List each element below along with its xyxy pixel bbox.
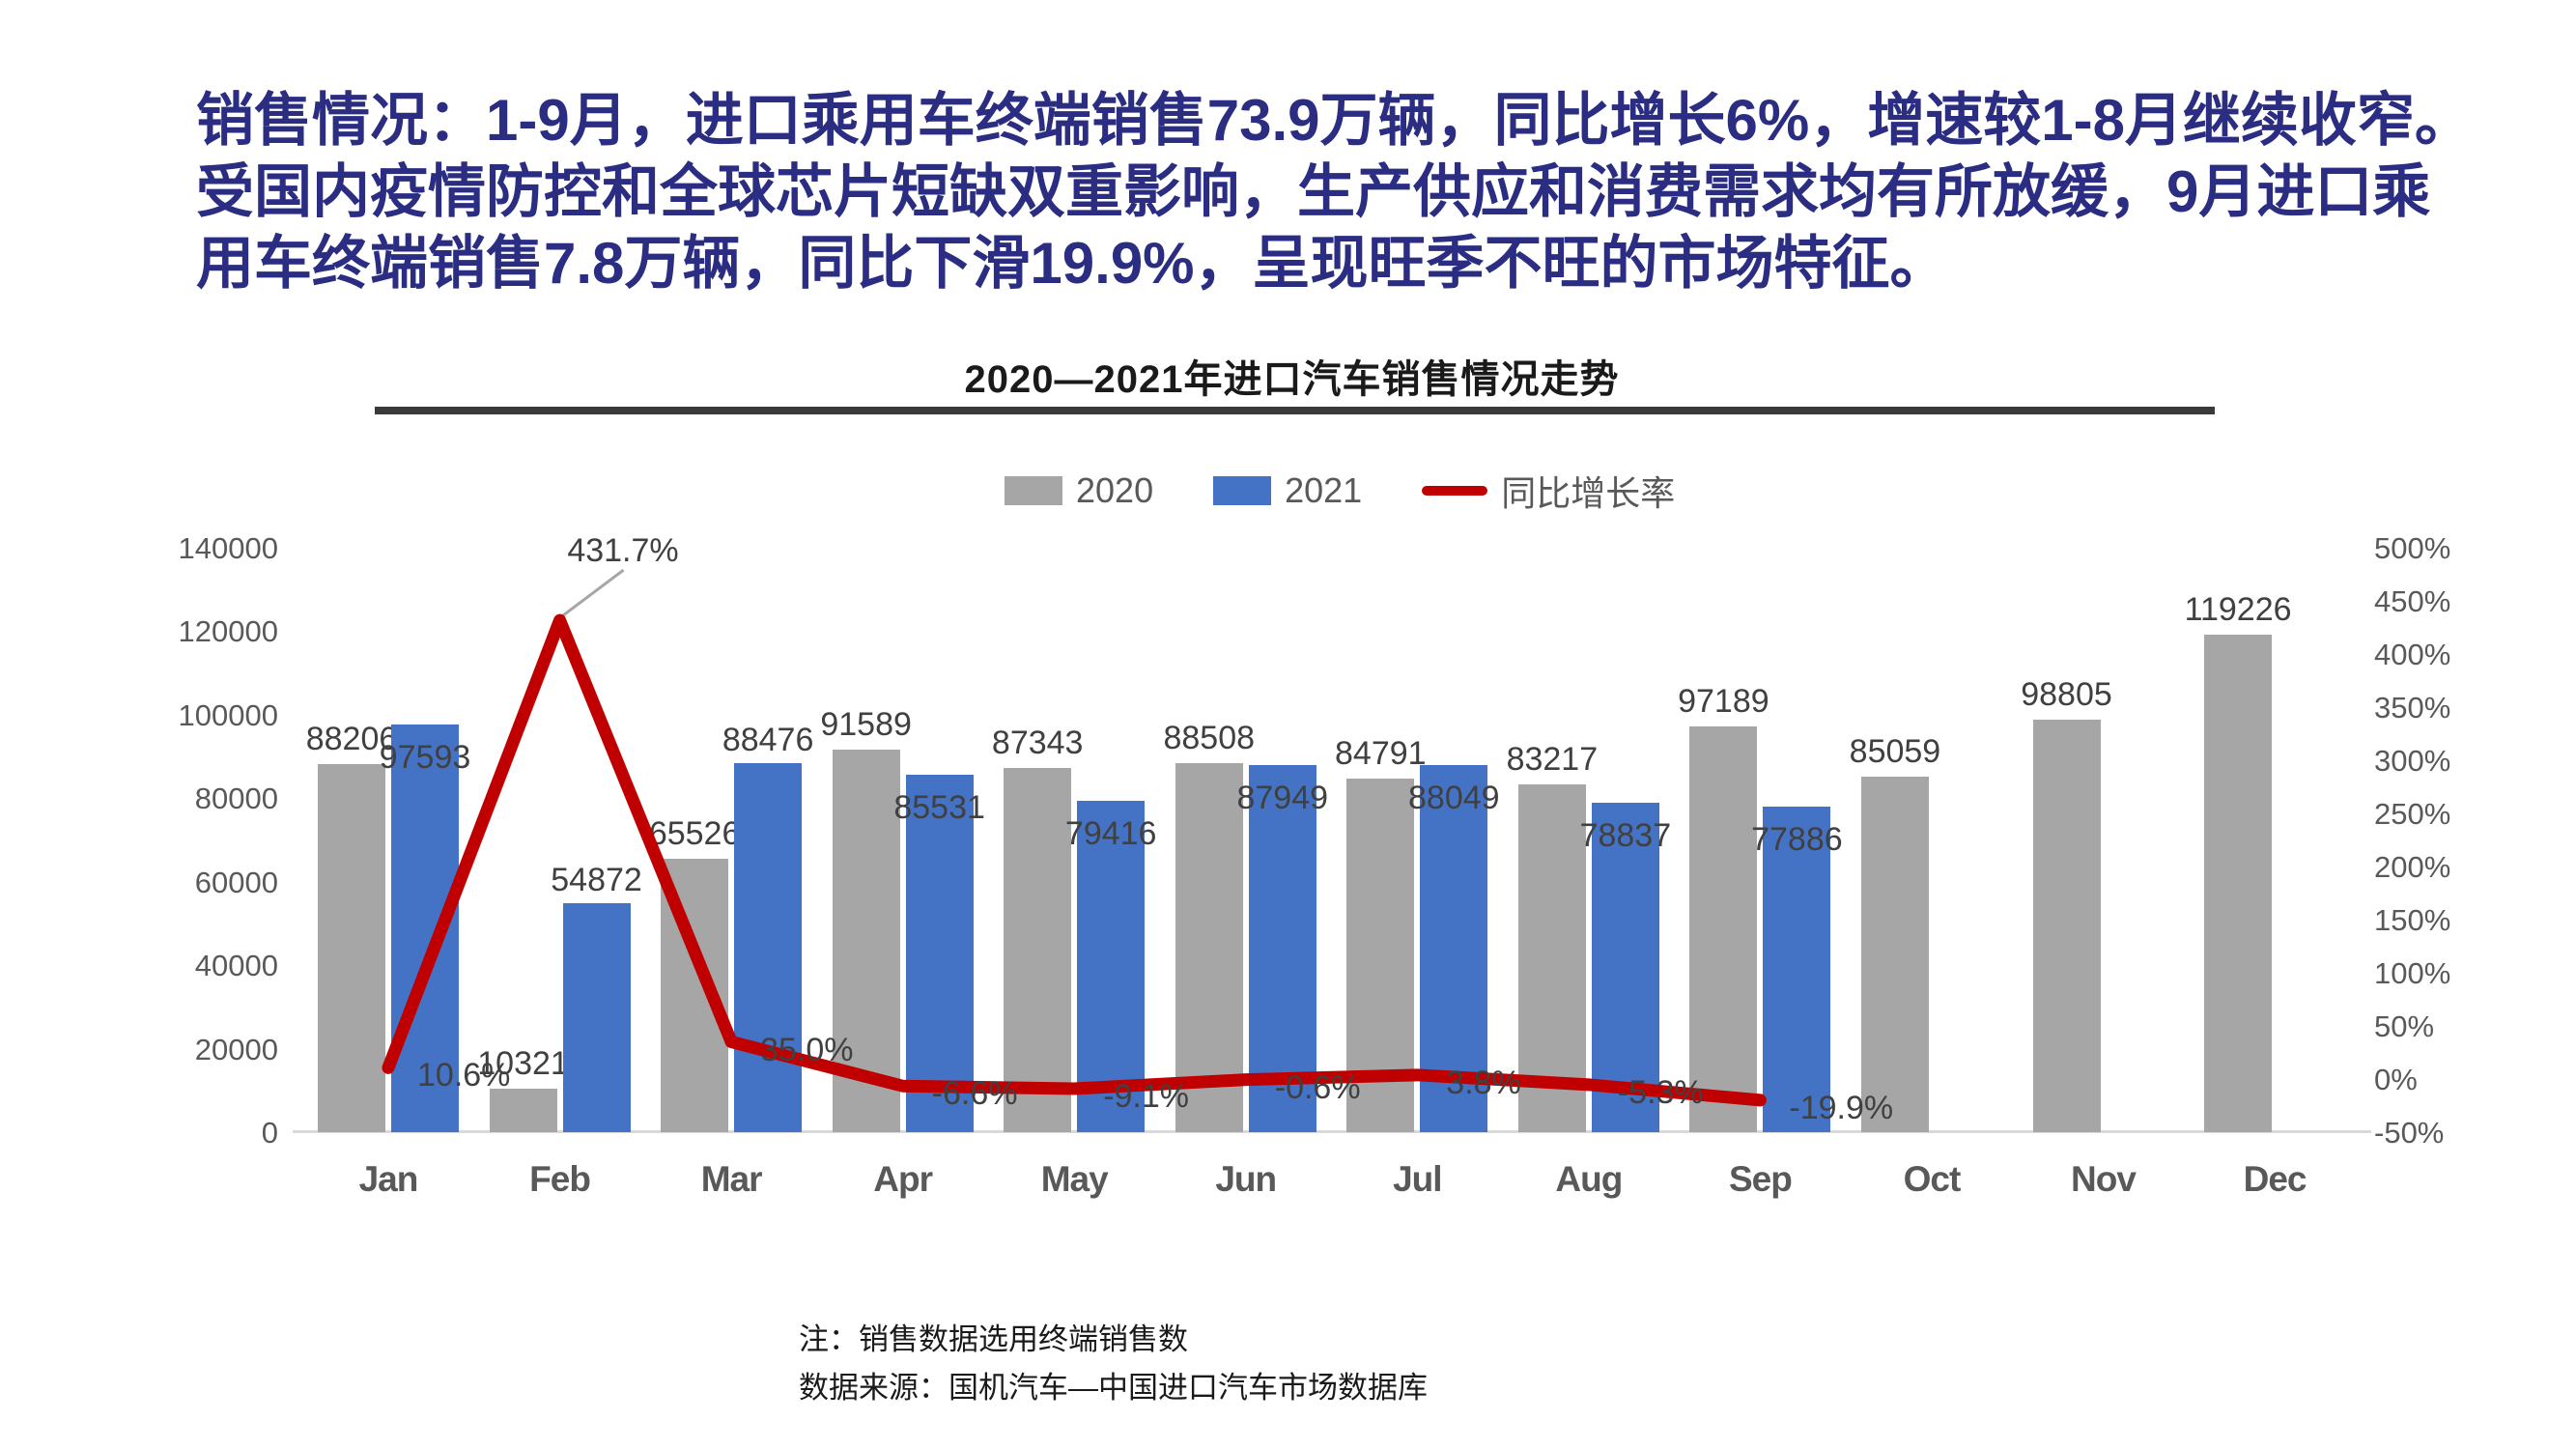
chart-title: 2020—2021年进口汽车销售情况走势 <box>964 358 1620 401</box>
label-2020-apr: 91589 <box>820 706 912 744</box>
label-2020-aug: 83217 <box>1506 741 1599 779</box>
chart-legend: 2020 2021 同比增长率 <box>1005 469 1675 513</box>
label-2020-nov: 98805 <box>2021 676 2112 714</box>
legend-swatch-2021 <box>1213 476 1272 505</box>
bar-2020-oct <box>1860 777 1929 1132</box>
y-axis-left-tick: 20000 <box>194 1032 278 1066</box>
legend-item-growth: 同比增长率 <box>1422 466 1675 516</box>
label-2020-jun: 88508 <box>1163 719 1256 756</box>
legend-swatch-2020 <box>1005 476 1062 505</box>
x-axis-baseline <box>293 1130 2371 1133</box>
chart-note-source: 数据来源：国机汽车—中国进口汽车市场数据库 <box>799 1371 1428 1405</box>
bar-2020-mar <box>661 858 729 1132</box>
y-axis-left-tick: 140000 <box>178 531 278 565</box>
bar-2021-feb <box>562 902 631 1132</box>
y-axis-left-tick: 100000 <box>178 697 278 732</box>
y-axis-right-tick: 400% <box>2374 638 2451 671</box>
legend-label-2021: 2021 <box>1285 470 1363 510</box>
chart-note-method: 注：销售数据选用终端销售数 <box>799 1322 1188 1356</box>
y-axis-right-tick: 50% <box>2374 1009 2435 1043</box>
growth-label-jun: -0.6% <box>1274 1068 1361 1106</box>
x-axis-label-apr: Apr <box>873 1159 933 1199</box>
y-axis-right-tick: 350% <box>2374 691 2451 724</box>
growth-label-sep: -19.9% <box>1789 1089 1894 1126</box>
y-axis-left-tick: 120000 <box>178 614 278 649</box>
legend-label-growth: 同比增长率 <box>1501 473 1676 513</box>
y-axis-right-tick: -50% <box>2374 1116 2445 1150</box>
label-2020-may: 87343 <box>991 724 1084 761</box>
growth-label-jan: 10.6% <box>417 1057 511 1094</box>
x-axis-label-mar: Mar <box>700 1159 763 1199</box>
chart-notes: 注：销售数据选用终端销售数 数据来源：国机汽车—中国进口汽车市场数据库 <box>799 1316 1428 1412</box>
x-axis-label-jun: Jun <box>1215 1159 1277 1199</box>
growth-label-mar: 35.0% <box>760 1031 854 1068</box>
growth-label-may: -9.1% <box>1103 1078 1190 1115</box>
y-axis-left-tick: 80000 <box>194 781 278 816</box>
bar-2020-feb <box>489 1089 557 1132</box>
bar-2021-sep <box>1763 807 1831 1132</box>
bar-2020-sep <box>1689 726 1758 1132</box>
bar-2020-jun <box>1175 762 1243 1132</box>
title-underline <box>375 407 2215 414</box>
x-axis-label-sep: Sep <box>1728 1159 1793 1199</box>
y-axis-right-tick: 100% <box>2374 956 2451 990</box>
callout-leader-line <box>560 568 625 618</box>
y-axis-right-tick: 0% <box>2374 1063 2418 1096</box>
x-axis-label-jul: Jul <box>1393 1159 1442 1199</box>
x-axis-label-feb: Feb <box>529 1159 591 1199</box>
bar-2021-mar <box>734 762 803 1132</box>
y-axis-right-tick: 500% <box>2374 531 2451 565</box>
x-axis-label-may: May <box>1040 1159 1109 1199</box>
bar-2020-dec <box>2204 634 2273 1132</box>
bar-2020-nov <box>2032 720 2101 1132</box>
legend-line-swatch-icon <box>1422 486 1488 496</box>
x-axis-label-jan: Jan <box>358 1159 419 1199</box>
label-2020-sep: 97189 <box>1678 683 1769 720</box>
y-axis-right-tick: 300% <box>2374 744 2451 778</box>
x-axis-label-nov: Nov <box>2071 1159 2137 1199</box>
label-2020-dec: 119226 <box>2184 590 2292 628</box>
x-axis-label-aug: Aug <box>1555 1159 1623 1199</box>
y-axis-right-tick: 200% <box>2374 850 2451 884</box>
summary-heading-line2: 受国内疫情防控和全球芯片短缺双重影响，生产供应和消费需求均有所放缓，9月进口乘 <box>196 159 2431 224</box>
x-axis-label-dec: Dec <box>2243 1159 2307 1199</box>
y-axis-left-tick: 40000 <box>194 949 278 983</box>
y-axis-left-tick: 0 <box>261 1116 278 1150</box>
summary-heading-line3: 用车终端销售7.8万辆，同比下滑19.9%，呈现旺季不旺的市场特征。 <box>196 231 1948 296</box>
growth-label-jul: 3.8% <box>1446 1064 1521 1101</box>
y-axis-right-tick: 150% <box>2374 903 2451 937</box>
summary-heading: 销售情况：1-9月，进口乘用车终端销售73.9万辆，同比增长6%，增速较1-8月… <box>196 85 2514 299</box>
growth-label-feb: 431.7% <box>567 532 679 569</box>
label-2021-jan: 97593 <box>379 739 471 777</box>
growth-label-aug: -5.3% <box>1617 1073 1704 1111</box>
label-2020-oct: 85059 <box>1849 733 1941 771</box>
summary-heading-line1: 销售情况：1-9月，进口乘用车终端销售73.9万辆，同比增长6%，增速较1-8月… <box>196 88 2473 153</box>
legend-item-2021: 2021 <box>1213 470 1362 511</box>
legend-label-2020: 2020 <box>1076 470 1154 510</box>
x-axis-label-oct: Oct <box>1903 1159 1962 1199</box>
y-axis-left-tick: 60000 <box>194 865 278 899</box>
bar-2020-jan <box>318 763 385 1132</box>
legend-item-2020: 2020 <box>1005 470 1153 511</box>
y-axis-right-tick: 450% <box>2374 584 2451 618</box>
y-axis-right-tick: 250% <box>2374 797 2451 831</box>
growth-label-apr: -6.6% <box>931 1075 1018 1113</box>
